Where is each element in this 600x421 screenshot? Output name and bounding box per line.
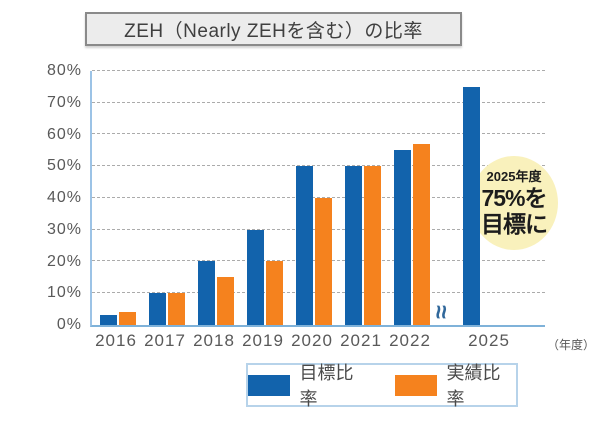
target-badge: 2025年度 75%を 目標に — [470, 156, 558, 250]
y-tick-20: 20% — [46, 253, 82, 270]
x-axis-unit-label: （年度） — [547, 338, 596, 352]
badge-value-text: 75%を — [481, 185, 547, 211]
y-tick-60: 60% — [46, 126, 82, 143]
y-tick-50: 50% — [46, 157, 82, 174]
x-tick-2018: 2018 — [193, 331, 235, 350]
bar-target-2021 — [345, 166, 362, 325]
gridline-80 — [92, 70, 545, 71]
bar-target-2022 — [394, 150, 411, 325]
bar-target-2020 — [296, 166, 313, 325]
x-tick-2022: 2022 — [389, 331, 431, 350]
y-tick-0: 0% — [56, 316, 82, 333]
x-tick-2025: 2025 — [468, 331, 510, 350]
legend-label-target: 目標比率 — [299, 363, 354, 409]
gridline-40 — [92, 197, 545, 198]
gridline-60 — [92, 133, 545, 134]
badge-year-text: 2025年度 — [486, 169, 542, 184]
gridline-70 — [92, 102, 545, 103]
x-tick-2017: 2017 — [144, 331, 186, 350]
legend-swatch-target-icon — [248, 374, 291, 396]
bar-actual-2019 — [266, 261, 283, 325]
x-tick-2016: 2016 — [95, 331, 137, 350]
chart-title: ZEH（Nearly ZEHを含む）の比率 — [124, 20, 423, 42]
bar-target-2025 — [463, 87, 480, 325]
plot-area: 2025年度 75%を 目標に ≈ — [90, 70, 558, 327]
y-tick-30: 30% — [46, 221, 82, 238]
y-tick-80: 80% — [46, 62, 82, 79]
chart-title-box: ZEH（Nearly ZEHを含む）の比率 — [85, 12, 462, 46]
axis-break-icon: ≈ — [427, 305, 455, 319]
bar-actual-2021 — [364, 166, 381, 325]
y-tick-10: 10% — [46, 284, 82, 301]
badge-caption-text: 目標に — [481, 211, 548, 237]
gridline-50 — [92, 165, 545, 166]
x-tick-2019: 2019 — [242, 331, 284, 350]
legend-swatch-actual-icon — [395, 374, 438, 396]
y-tick-70: 70% — [46, 94, 82, 111]
bar-target-2019 — [247, 230, 264, 325]
bar-target-2018 — [198, 261, 215, 325]
bar-actual-2020 — [315, 198, 332, 325]
bar-actual-2017 — [168, 293, 185, 325]
legend-item-actual: 実績比率 — [395, 359, 516, 411]
legend-label-actual: 実績比率 — [446, 363, 501, 409]
bar-target-2016 — [100, 315, 117, 325]
x-tick-2020: 2020 — [291, 331, 333, 350]
y-tick-40: 40% — [46, 189, 82, 206]
bar-target-2017 — [149, 293, 166, 325]
bar-actual-2016 — [119, 312, 136, 325]
bar-actual-2022 — [413, 144, 430, 325]
bar-actual-2018 — [217, 277, 234, 325]
legend-box: 目標比率 実績比率 — [246, 363, 518, 409]
legend-item-target: 目標比率 — [248, 359, 369, 411]
x-tick-2021: 2021 — [340, 331, 382, 350]
